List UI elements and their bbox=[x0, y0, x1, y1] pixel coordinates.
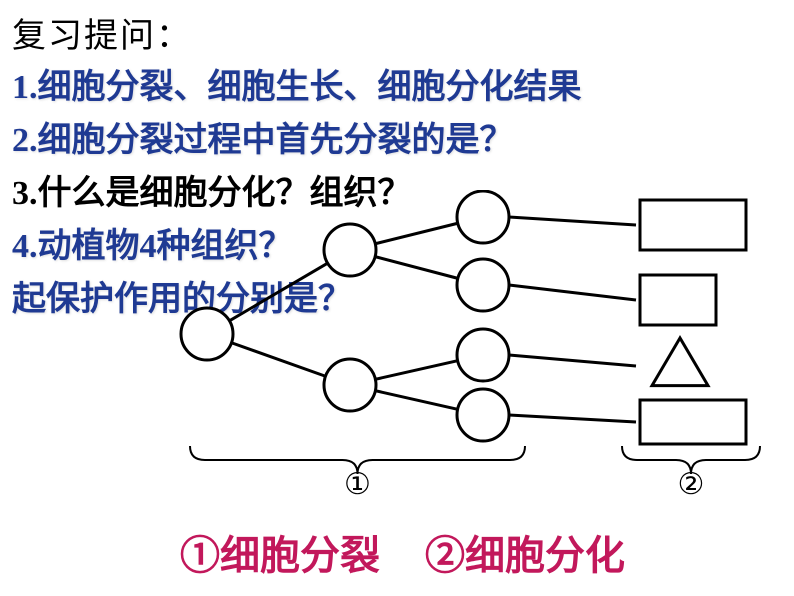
answer-1: ①细胞分裂 bbox=[180, 523, 380, 581]
review-heading: 复习提问： bbox=[0, 0, 794, 57]
q1-text: 细胞分裂、细胞生长、细胞分化结果 bbox=[38, 69, 582, 106]
svg-text:①: ① bbox=[344, 468, 371, 500]
q1-number: 1. bbox=[12, 69, 38, 106]
q3-number: 3. bbox=[12, 175, 38, 212]
question-2: 2.细胞分裂过程中首先分裂的是？ bbox=[0, 110, 794, 163]
question-1: 1.细胞分裂、细胞生长、细胞分化结果 bbox=[0, 57, 794, 110]
q2-number: 2. bbox=[12, 122, 38, 159]
answer-row: ①细胞分裂 ②细胞分化 bbox=[180, 523, 780, 581]
q2-text: 细胞分裂过程中首先分裂的是？ bbox=[38, 122, 514, 159]
answer-2: ②细胞分化 bbox=[425, 523, 625, 581]
svg-text:②: ② bbox=[678, 468, 705, 500]
cell-division-diagram: ①② bbox=[150, 190, 790, 500]
q4-number: 4. bbox=[12, 228, 38, 265]
diagram-svg: ①② bbox=[150, 190, 790, 500]
